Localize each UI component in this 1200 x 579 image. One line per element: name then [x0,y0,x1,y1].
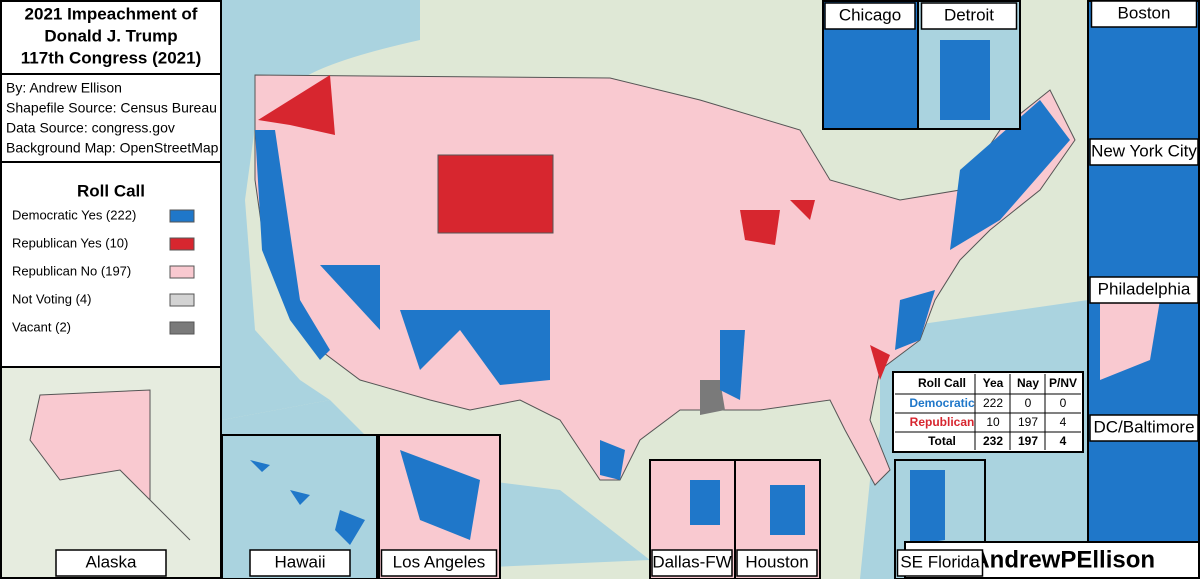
district [320,265,380,330]
district [790,200,815,220]
table-box [892,371,1084,453]
table-cell: 197 [1018,415,1038,429]
ocean [222,0,420,420]
district [400,310,550,385]
table-cell: 4 [1060,434,1067,448]
title-box [0,0,222,75]
district [940,40,990,120]
inset-label: DC/Baltimore [1093,417,1194,436]
title-line: 2021 Impeachment of [25,4,198,23]
credit-line: Shapefile Source: Census Bureau [6,100,217,116]
inset-label-box [249,549,351,577]
district [770,485,805,535]
legend-title: Roll Call [77,181,145,200]
inset-label-box [896,549,984,577]
inset-label: Detroit [944,5,994,24]
alaska [29,389,191,541]
inset-label-box [651,549,733,577]
handle: @AndrewPEllison [949,546,1155,573]
inset-label-box [1090,0,1198,28]
hawaii [250,460,365,545]
legend-swatch [169,321,195,335]
legend-label: Not Voting (4) [12,291,92,306]
table-header: P/NV [1049,376,1077,390]
table-cell: 10 [986,415,1000,429]
inset-label: Philadelphia [1098,279,1191,298]
district [910,470,945,545]
inset-label-box [1089,138,1199,166]
title-line: Donald J. Trump [44,26,177,45]
legend-swatch [169,265,195,279]
legend-label: Vacant (2) [12,319,71,334]
credit-line: By: Andrew Ellison [6,80,122,96]
district [600,440,625,480]
table-cell: 0 [1025,396,1032,410]
legend-swatch [169,237,195,251]
table-cell: 232 [983,434,1003,448]
district [740,210,780,245]
table-cell: 222 [983,396,1003,410]
legend-swatch [169,293,195,307]
inset-label: Houston [745,552,808,571]
legend-label: Republican Yes (10) [12,235,128,250]
legend-label: Republican No (197) [12,263,131,278]
inset-label-box [1089,414,1199,442]
legend-swatch [169,209,195,223]
table-cell: 197 [1018,434,1038,448]
title-line: 117th Congress (2021) [21,48,201,67]
table-cell: 0 [1060,396,1067,410]
district [870,345,890,380]
district [700,380,725,415]
district [1100,300,1160,380]
table-header: Roll Call [918,376,966,390]
inset-label: Los Angeles [393,552,486,571]
credit-line: Data Source: congress.gov [6,120,175,136]
inset-label: New York City [1091,141,1197,160]
district [690,480,720,525]
table-header: Nay [1017,376,1039,390]
table-row-label: Democratic [909,396,975,410]
inset-label-box [920,2,1018,30]
table-cell: 4 [1060,415,1067,429]
district [720,330,745,400]
inset-label: Alaska [85,552,137,571]
district [437,154,554,234]
credits-box [0,73,222,163]
inset-label: Hawaii [274,552,325,571]
inset-label-box [824,2,916,30]
table-header: Yea [983,376,1004,390]
inset-label-box [736,549,818,577]
inset-label: Chicago [839,5,901,24]
inset-label-box [55,549,167,577]
district [895,290,935,350]
district [255,130,330,360]
inset-label: Dallas-FW [652,552,731,571]
inset-label-box [1089,276,1199,304]
district [950,100,1070,250]
table-row-label: Total [928,434,956,448]
table-row-label: Republican [910,415,975,429]
credit-line: Background Map: OpenStreetMap [6,140,219,156]
district [258,75,335,135]
district [400,450,480,540]
inset-label-box [380,549,498,577]
inset-label: Boston [1118,3,1171,22]
legend-label: Democratic Yes (222) [12,207,136,222]
inset-label: SE Florida [900,552,980,571]
